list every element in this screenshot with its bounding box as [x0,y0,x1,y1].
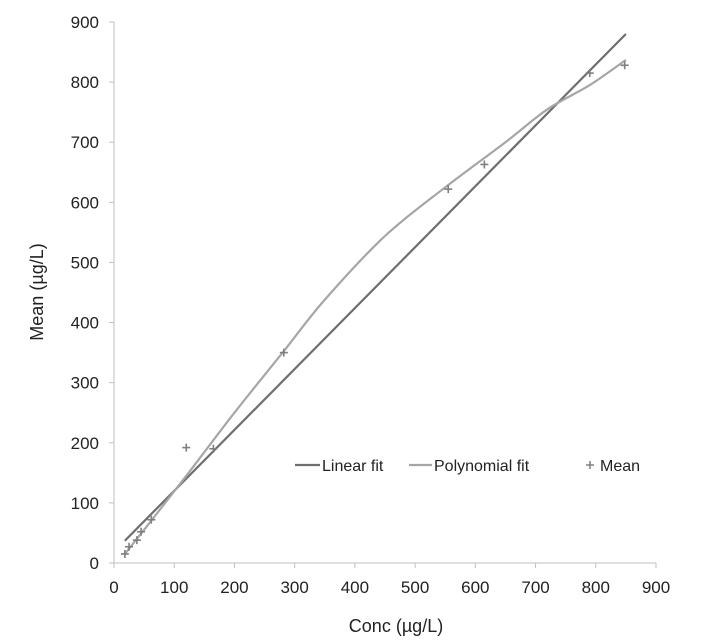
series-mean-point [120,549,129,558]
y-tick-label: 100 [71,494,99,513]
x-tick-label: 700 [521,578,549,597]
y-tick-label: 500 [71,253,99,272]
series-mean-point [620,61,629,70]
y-axis-title: Mean (µg/L) [27,243,47,340]
series-mean-point [137,527,146,536]
series-mean-point [147,515,156,524]
plot-area [120,33,629,558]
series-mean-point [585,69,594,78]
legend-label-polynomial-fit: Polynomial fit [434,458,530,475]
series-mean-point [480,160,489,169]
y-tick-label: 300 [71,374,99,393]
series-mean-point [132,536,141,545]
series-mean-point [182,443,191,452]
x-tick-label: 100 [160,578,188,597]
axes: 0 100 200 300 400 500 600 700 800 900 0 100 200 300 40… [71,13,671,597]
legend: Linear fit Polynomial fit Mean [295,458,640,475]
series-polynomial-fit-line [123,58,627,555]
x-axis-title: Conc (µg/L) [349,616,443,636]
y-tick-label: 900 [71,13,99,32]
x-tick-label: 400 [341,578,369,597]
y-tick-label: 200 [71,434,99,453]
x-tick-label: 500 [401,578,429,597]
series-mean-point [279,348,288,357]
y-tick-label: 400 [71,314,99,333]
x-tick-label: 200 [220,578,248,597]
series-linear-fit-line [124,33,627,542]
series-mean-point [209,444,218,453]
x-tick-label: 300 [280,578,308,597]
y-tick-label: 600 [71,193,99,212]
x-tick-label: 900 [642,578,670,597]
legend-marker-mean [586,461,594,469]
series-mean-point [444,185,453,194]
x-tick-label: 0 [109,578,118,597]
series-mean-point [125,542,134,551]
y-tick-label: 800 [71,73,99,92]
legend-label-linear-fit: Linear fit [322,458,384,475]
x-tick-label: 600 [461,578,489,597]
y-tick-label: 700 [71,133,99,152]
y-tick-label: 0 [90,554,99,573]
legend-label-mean: Mean [600,458,640,475]
x-tick-label: 800 [582,578,610,597]
